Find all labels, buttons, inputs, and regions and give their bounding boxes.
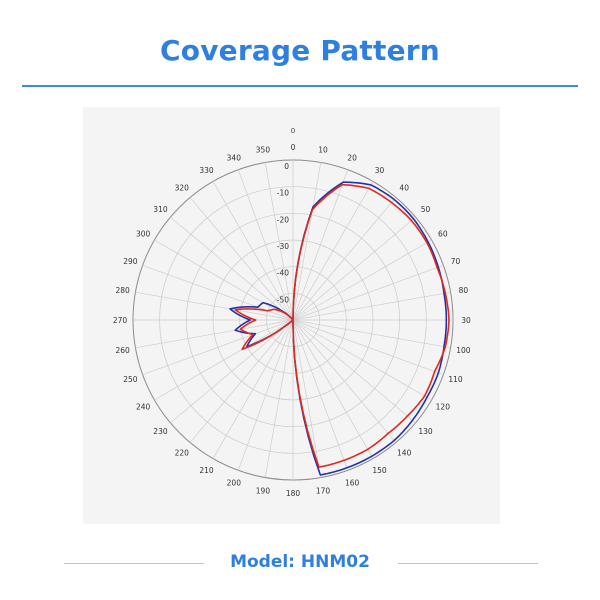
angle-tick-label: 230 — [153, 427, 168, 436]
title-divider — [22, 85, 578, 87]
angle-tick-label: 100 — [456, 346, 471, 355]
angle-tick-label: 330 — [199, 166, 214, 175]
angle-tick-label: 30 — [461, 316, 471, 325]
grid-spoke — [292, 319, 451, 349]
grid-spoke — [135, 319, 294, 349]
angle-tick-label: 140 — [397, 449, 412, 458]
angle-tick-label: 80 — [459, 286, 469, 295]
grid-spoke — [170, 216, 294, 321]
page-title: Coverage Pattern — [160, 34, 440, 67]
grid-spoke — [142, 319, 294, 376]
grid-spoke — [189, 319, 294, 443]
grid-spoke — [292, 181, 374, 321]
radial-max-label: 0 — [291, 127, 295, 135]
grid-spoke — [292, 319, 432, 401]
grid-spoke — [292, 319, 349, 471]
grid-spoke — [292, 169, 349, 321]
angle-tick-label: 210 — [199, 466, 214, 475]
angle-tick-label: 200 — [227, 479, 242, 488]
grid-spoke — [170, 319, 294, 424]
radial-tick-label: 0 — [284, 162, 289, 171]
angle-tick-label: 10 — [318, 146, 328, 155]
series-traces — [229, 181, 450, 476]
grid-spoke — [292, 319, 397, 443]
grid-spoke — [292, 319, 322, 478]
radial-tick-label: -10 — [277, 189, 289, 198]
grid-spoke — [292, 239, 432, 321]
series-trace-1 — [229, 181, 448, 476]
grid-spoke — [292, 319, 444, 376]
radial-tick-label: -20 — [277, 215, 289, 224]
angle-tick-label: 350 — [256, 146, 271, 155]
angle-tick-label: 150 — [372, 466, 387, 475]
grid-spoke — [154, 319, 294, 401]
angle-tick-label: 340 — [227, 153, 242, 162]
angle-tick-label: 310 — [153, 205, 168, 214]
angle-tick-label: 160 — [345, 479, 360, 488]
grid-spoke — [264, 162, 294, 321]
grid-spoke — [264, 319, 294, 478]
angle-tick-label: 300 — [136, 230, 151, 239]
radial-tick-label: -30 — [277, 242, 289, 251]
caption-divider-right — [398, 563, 538, 564]
angle-tick-label: 290 — [123, 257, 138, 266]
grid-spoke — [292, 162, 322, 321]
model-caption: Model: HNM02 — [0, 548, 600, 578]
polar-grid — [132, 159, 454, 481]
angle-tick-label: 240 — [136, 403, 151, 412]
angle-tick-label: 280 — [115, 286, 130, 295]
grid-spoke — [292, 291, 451, 321]
grid-spoke — [212, 181, 294, 321]
angle-tick-label: 40 — [399, 183, 409, 192]
angle-tick-label: 60 — [438, 230, 448, 239]
series-trace-2 — [234, 183, 450, 468]
polar-chart-panel: 0 10 20 30 40 50 60 70 80 30 100 110 120 130 140 150 160… — [83, 107, 500, 524]
angle-tick-label: 180 — [286, 489, 301, 498]
grid-spoke — [189, 197, 294, 321]
caption-divider-left — [64, 563, 204, 564]
grid-spoke — [212, 319, 294, 459]
angle-tick-label: 130 — [418, 427, 433, 436]
angle-tick-label: 110 — [448, 375, 463, 384]
grid-spoke — [292, 197, 397, 321]
angle-tick-label: 70 — [451, 257, 461, 266]
grid-spoke — [154, 239, 294, 321]
angle-tick-label: 250 — [123, 375, 138, 384]
grid-spoke — [237, 169, 294, 321]
angle-tick-labels: 0 10 20 30 40 50 60 70 80 30 100 110 120 130 140 150 160… — [113, 143, 471, 498]
angle-tick-label: 270 — [113, 316, 128, 325]
angle-tick-label: 20 — [347, 153, 357, 162]
grid-spoke — [237, 319, 294, 471]
radial-tick-label: -40 — [277, 269, 289, 278]
angle-tick-label: 30 — [375, 166, 385, 175]
grid-spoke — [292, 264, 444, 321]
angle-tick-label: 260 — [115, 346, 130, 355]
angle-tick-label: 120 — [436, 403, 451, 412]
radial-tick-label: -50 — [277, 295, 289, 304]
angle-tick-label: 0 — [291, 143, 296, 152]
angle-tick-label: 320 — [175, 183, 190, 192]
angle-tick-label: 50 — [421, 205, 431, 214]
grid-spoke — [292, 319, 416, 424]
angle-tick-label: 220 — [175, 449, 190, 458]
angle-tick-label: 190 — [256, 486, 271, 495]
radial-tick-labels: 0 -10 -20 -30 -40 -50 0 — [277, 127, 295, 304]
model-label: Model: HNM02 — [230, 552, 370, 572]
grid-spoke — [292, 319, 374, 459]
polar-chart: 0 10 20 30 40 50 60 70 80 30 100 110 120 130 140 150 160… — [113, 127, 471, 498]
angle-tick-label: 170 — [316, 486, 331, 495]
grid-spoke — [292, 216, 416, 321]
grid-spoke — [135, 291, 294, 321]
